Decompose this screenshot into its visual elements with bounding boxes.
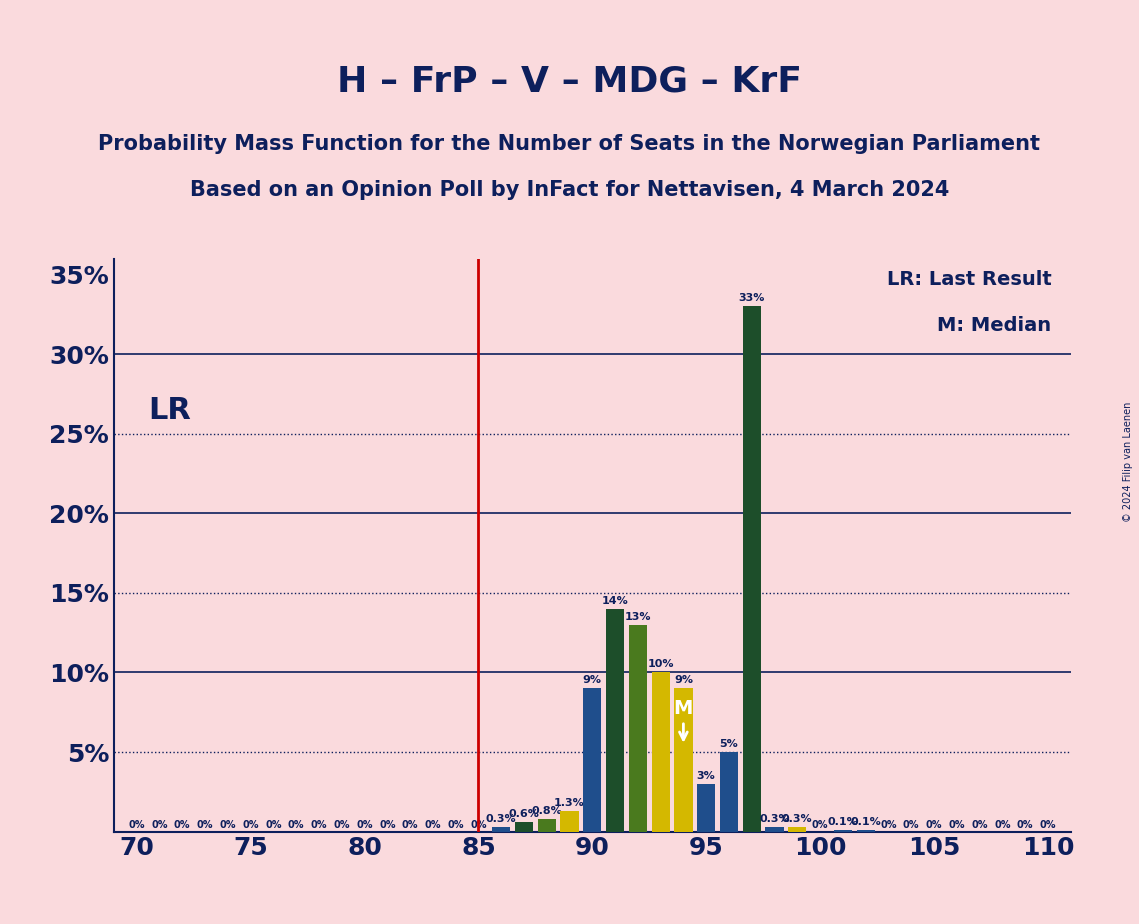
Text: LR: Last Result: LR: Last Result (887, 270, 1051, 289)
Text: 0.6%: 0.6% (508, 808, 540, 819)
Text: 0%: 0% (880, 820, 896, 830)
Text: 0%: 0% (812, 820, 828, 830)
Bar (560, 811, 579, 832)
Text: © 2024 Filip van Laenen: © 2024 Filip van Laenen (1123, 402, 1133, 522)
Text: 0%: 0% (949, 820, 965, 830)
Bar (857, 830, 875, 832)
Bar (583, 688, 601, 832)
Text: 9%: 9% (674, 675, 693, 686)
Text: LR: LR (148, 396, 191, 425)
Bar (697, 784, 715, 832)
Text: 0%: 0% (288, 820, 304, 830)
Text: 0%: 0% (1040, 820, 1056, 830)
Text: 0.3%: 0.3% (760, 814, 789, 823)
Text: 0%: 0% (265, 820, 281, 830)
Text: 0%: 0% (357, 820, 372, 830)
Text: 9%: 9% (583, 675, 601, 686)
Text: M: M (673, 699, 694, 740)
Text: 0%: 0% (174, 820, 190, 830)
Text: 0%: 0% (311, 820, 327, 830)
Text: 10%: 10% (647, 660, 674, 669)
Text: 0%: 0% (129, 820, 145, 830)
Text: 0.8%: 0.8% (532, 806, 562, 816)
Text: 0%: 0% (972, 820, 988, 830)
Bar (652, 673, 670, 832)
Text: 0%: 0% (470, 820, 486, 830)
Bar (515, 822, 533, 832)
Text: 0.3%: 0.3% (486, 814, 516, 823)
Bar (492, 827, 510, 832)
Text: H – FrP – V – MDG – KrF: H – FrP – V – MDG – KrF (337, 65, 802, 99)
Text: 0%: 0% (448, 820, 464, 830)
Text: 0.1%: 0.1% (828, 817, 858, 827)
Text: 0%: 0% (243, 820, 259, 830)
Text: 0%: 0% (379, 820, 395, 830)
Text: 0.1%: 0.1% (851, 817, 880, 827)
Text: 0%: 0% (926, 820, 942, 830)
Bar (674, 688, 693, 832)
Text: 0%: 0% (151, 820, 167, 830)
Text: 0%: 0% (903, 820, 919, 830)
Text: 0%: 0% (334, 820, 350, 830)
Text: M: Median: M: Median (937, 316, 1051, 335)
Bar (765, 827, 784, 832)
Text: 0%: 0% (425, 820, 441, 830)
Text: 0%: 0% (1017, 820, 1033, 830)
Bar (788, 827, 806, 832)
Text: 0.3%: 0.3% (782, 814, 812, 823)
Text: 33%: 33% (738, 293, 765, 303)
Text: Probability Mass Function for the Number of Seats in the Norwegian Parliament: Probability Mass Function for the Number… (98, 134, 1041, 154)
Text: Based on an Opinion Poll by InFact for Nettavisen, 4 March 2024: Based on an Opinion Poll by InFact for N… (190, 180, 949, 201)
Text: 5%: 5% (720, 739, 738, 748)
Bar (606, 609, 624, 832)
Text: 1.3%: 1.3% (555, 797, 584, 808)
Text: 3%: 3% (697, 771, 715, 781)
Bar (834, 830, 852, 832)
Bar (743, 307, 761, 832)
Bar (720, 752, 738, 832)
Text: 13%: 13% (624, 612, 652, 622)
Text: 0%: 0% (220, 820, 236, 830)
Text: 0%: 0% (994, 820, 1010, 830)
Text: 0%: 0% (197, 820, 213, 830)
Bar (538, 819, 556, 832)
Bar (629, 625, 647, 832)
Text: 14%: 14% (601, 596, 629, 605)
Text: 0%: 0% (402, 820, 418, 830)
